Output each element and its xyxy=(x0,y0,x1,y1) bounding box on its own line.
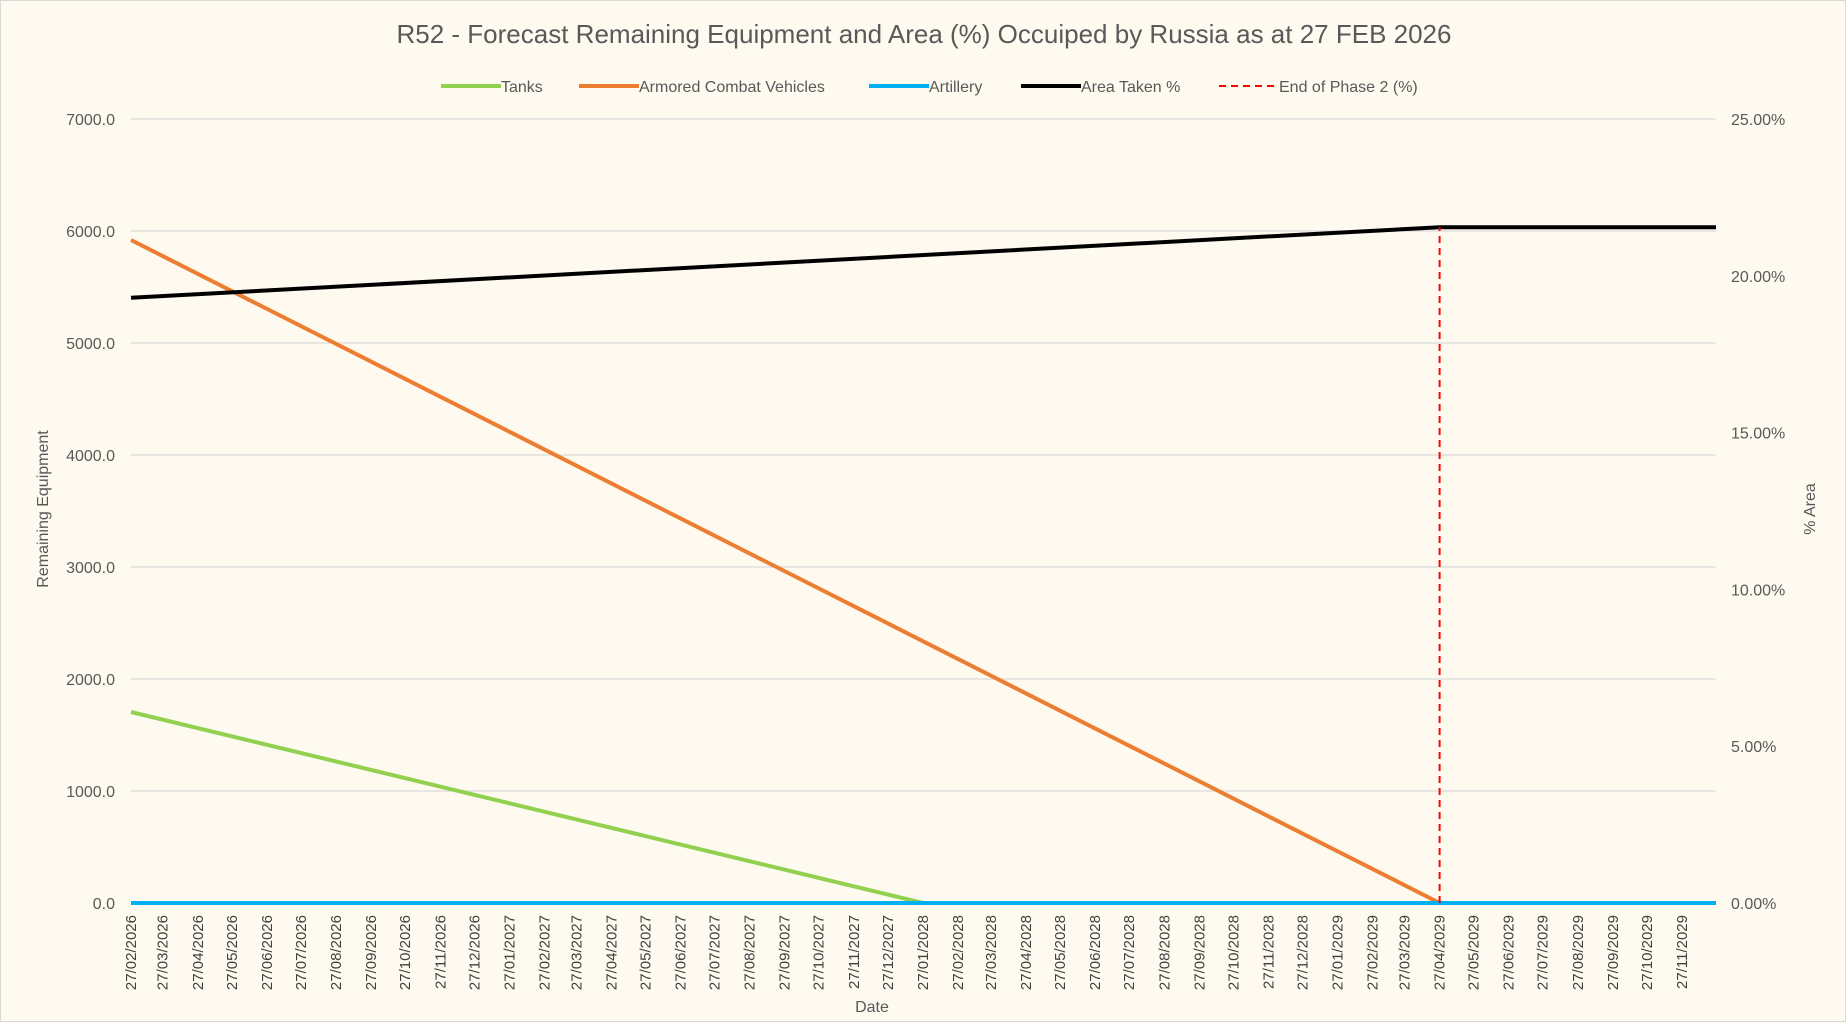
x-tick-label: 27/12/2026 xyxy=(466,915,483,990)
x-tick-label: 27/01/2028 xyxy=(915,915,932,990)
x-tick-label: 27/05/2026 xyxy=(224,915,241,990)
y-tick-label: 7000.0 xyxy=(66,112,115,129)
y2-tick-label: 10.00% xyxy=(1731,582,1785,599)
x-tick-label: 27/06/2027 xyxy=(672,915,689,990)
y2-tick-label: 25.00% xyxy=(1731,112,1785,129)
y2-tick-label: 15.00% xyxy=(1731,426,1785,443)
x-tick-label: 27/12/2027 xyxy=(880,915,897,990)
x-tick-label: 27/08/2029 xyxy=(1570,915,1587,990)
x-tick-label: 27/07/2029 xyxy=(1535,915,1552,990)
x-tick-label: 27/11/2028 xyxy=(1260,915,1277,989)
x-tick-label: 27/04/2026 xyxy=(190,915,207,990)
x-tick-label: 27/09/2026 xyxy=(363,915,380,990)
y-tick-label: 0.0 xyxy=(93,896,115,913)
legend-label: Armored Combat Vehicles xyxy=(639,79,825,96)
y-tick-label: 4000.0 xyxy=(66,448,115,465)
x-axis-label: Date xyxy=(855,999,889,1016)
chart-title: R52 - Forecast Remaining Equipment and A… xyxy=(397,19,1452,49)
x-tick-label: 27/05/2027 xyxy=(637,915,654,990)
x-tick-label: 27/06/2028 xyxy=(1087,915,1104,990)
x-tick-label: 27/05/2029 xyxy=(1466,915,1483,990)
x-tick-label: 27/12/2028 xyxy=(1294,915,1311,990)
y-axis-ticks: 0.0 1000.0 2000.0 3000.0 4000.0 5000.0 6000.0 7… xyxy=(66,112,115,913)
x-tick-label: 27/10/2026 xyxy=(397,915,414,990)
x-tick-label: 27/02/2027 xyxy=(537,915,554,990)
x-tick-label: 27/03/2026 xyxy=(155,915,172,990)
y-tick-label: 3000.0 xyxy=(66,560,115,577)
x-tick-label: 27/04/2028 xyxy=(1018,915,1035,990)
x-tick-label: 27/09/2029 xyxy=(1605,915,1622,990)
x-tick-label: 27/11/2027 xyxy=(846,915,863,989)
series-lines xyxy=(130,225,1716,905)
legend-label: Tanks xyxy=(501,79,543,96)
x-tick-label: 27/07/2028 xyxy=(1121,915,1138,990)
x-tick-label: 27/01/2029 xyxy=(1330,915,1347,990)
x-tick-label: 27/10/2028 xyxy=(1225,915,1242,990)
x-tick-label: 27/04/2029 xyxy=(1432,915,1449,990)
x-tick-label: 27/07/2026 xyxy=(293,915,310,990)
y-tick-label: 5000.0 xyxy=(66,336,115,353)
x-tick-label: 27/11/2029 xyxy=(1674,915,1691,989)
x-tick-label: 27/03/2028 xyxy=(983,915,1000,990)
x-tick-label: 27/09/2027 xyxy=(777,915,794,990)
series-line-area-taken xyxy=(130,225,1716,300)
legend-label: End of Phase 2 (%) xyxy=(1279,79,1418,96)
x-tick-label: 27/04/2027 xyxy=(603,915,620,990)
y2-tick-label: 20.00% xyxy=(1731,269,1785,286)
y-tick-label: 6000.0 xyxy=(66,224,115,241)
y2-axis-label: % Area xyxy=(1802,483,1819,535)
x-tick-label: 27/02/2028 xyxy=(950,915,967,990)
x-tick-label: 27/08/2026 xyxy=(328,915,345,990)
legend-label: Area Taken % xyxy=(1081,79,1180,96)
y2-axis-ticks: 0.00% 5.00% 10.00% 15.00% 20.00% 25.00% xyxy=(1731,112,1785,913)
y2-tick-label: 0.00% xyxy=(1731,896,1776,913)
gridlines xyxy=(131,118,1716,904)
chart-legend: Tanks Armored Combat Vehicles Artillery Are… xyxy=(441,79,1418,96)
x-tick-label: 27/03/2027 xyxy=(568,915,585,990)
y-tick-label: 2000.0 xyxy=(66,672,115,689)
y2-tick-label: 5.00% xyxy=(1731,739,1776,756)
legend-label: Artillery xyxy=(929,79,982,96)
x-tick-label: 27/11/2026 xyxy=(432,915,449,989)
x-tick-label: 27/09/2028 xyxy=(1191,915,1208,990)
y-axis-label: Remaining Equipment xyxy=(35,430,52,588)
x-tick-label: 27/02/2026 xyxy=(123,915,140,990)
x-tick-label: 27/07/2027 xyxy=(706,915,723,990)
x-axis-ticks: 27/02/2026 27/03/2026 27/04/2026 27/05/2026… xyxy=(123,915,1691,990)
x-tick-label: 27/03/2029 xyxy=(1396,915,1413,990)
series-line-armored-combat-vehicles xyxy=(130,238,1716,905)
x-tick-label: 27/05/2028 xyxy=(1052,915,1069,990)
x-tick-label: 27/10/2029 xyxy=(1639,915,1656,990)
series-line-tanks xyxy=(130,710,1716,905)
x-tick-label: 27/02/2029 xyxy=(1365,915,1382,990)
y-tick-label: 1000.0 xyxy=(66,784,115,801)
x-tick-label: 27/06/2026 xyxy=(259,915,276,990)
x-tick-label: 27/10/2027 xyxy=(811,915,828,990)
x-tick-label: 27/08/2028 xyxy=(1156,915,1173,990)
x-tick-label: 27/06/2029 xyxy=(1501,915,1518,990)
x-tick-label: 27/01/2027 xyxy=(501,915,518,990)
x-tick-label: 27/08/2027 xyxy=(742,915,759,990)
